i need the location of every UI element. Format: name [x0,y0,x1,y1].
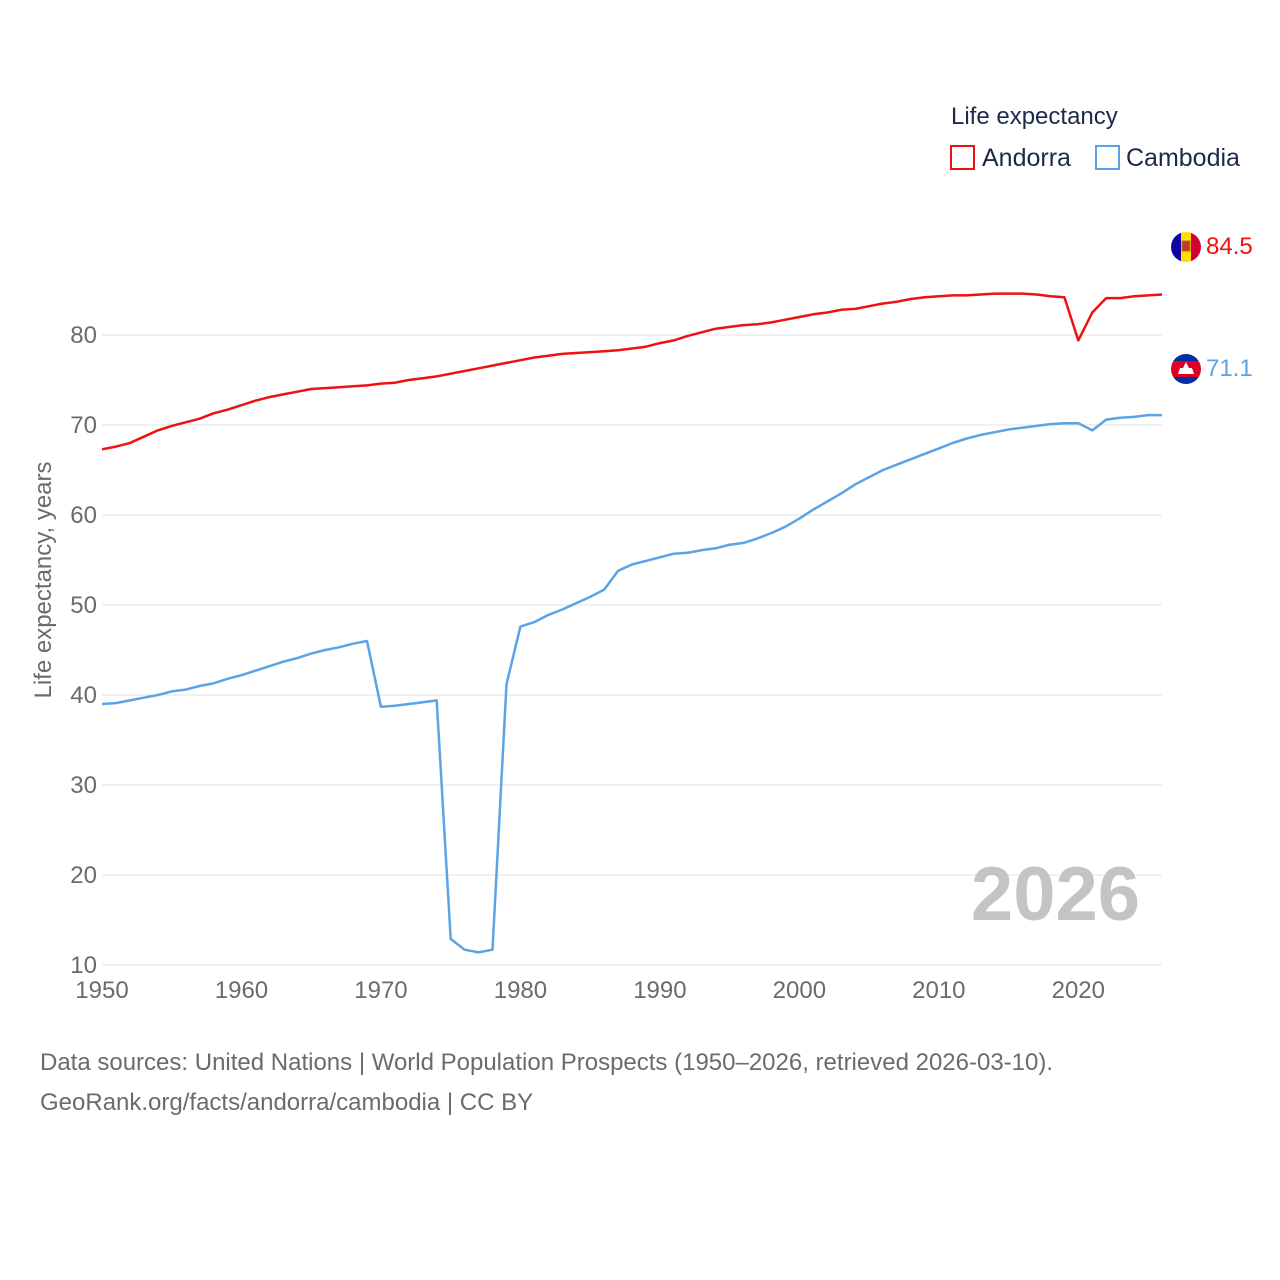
series-line-cambodia[interactable] [101,413,1162,954]
x-tick-label-1960: 1960 [215,977,268,1004]
legend-swatch-andorra[interactable] [950,145,975,170]
data-source-text: Data sources: United Nations | World Pop… [40,1049,1054,1076]
andorra-end-value: 84.5 [1206,233,1253,260]
legend-label-andorra[interactable]: Andorra [982,144,1071,172]
y-tick-label-20: 20 [70,862,97,889]
x-tick-label-2020: 2020 [1052,977,1105,1004]
x-tick-label-1950: 1950 [75,977,128,1004]
x-tick-label-2010: 2010 [912,977,965,1004]
year-watermark: 2026 [971,852,1140,937]
grid-lines [102,334,1162,966]
cambodia-end-value: 71.1 [1206,355,1253,382]
legend-title: Life expectancy [951,103,1118,130]
x-tick-label-1990: 1990 [633,977,686,1004]
x-tick-label-1970: 1970 [354,977,407,1004]
legend: Life expectancy Andorra Cambodia [950,103,1240,172]
legend-swatch-cambodia[interactable] [1095,145,1120,170]
credit-text: GeoRank.org/facts/andorra/cambodia | CC … [40,1089,534,1116]
y-axis-ticks: 10 20 30 40 50 60 70 80 [70,322,97,979]
y-tick-label-10: 10 [70,952,97,979]
y-tick-label-70: 70 [70,412,97,439]
legend-label-cambodia[interactable]: Cambodia [1126,144,1240,172]
x-tick-label-1980: 1980 [494,977,547,1004]
andorra-flag-icon [1171,232,1201,262]
cambodia-flag-icon [1171,354,1201,384]
series-line-andorra[interactable] [101,292,1163,451]
y-axis-label: Life expectancy, years [30,461,57,698]
y-tick-label-30: 30 [70,772,97,799]
source-footer: Data sources: United Nations | World Pop… [40,1043,1053,1123]
y-tick-label-60: 60 [70,502,97,529]
y-tick-label-50: 50 [70,592,97,619]
x-axis-ticks: 1950 1960 1970 1980 1990 2000 2010 2020 [75,977,1105,1004]
y-tick-label-80: 80 [70,322,97,349]
y-tick-label-40: 40 [70,682,97,709]
x-tick-label-2000: 2000 [773,977,826,1004]
series-lines [101,292,1163,954]
